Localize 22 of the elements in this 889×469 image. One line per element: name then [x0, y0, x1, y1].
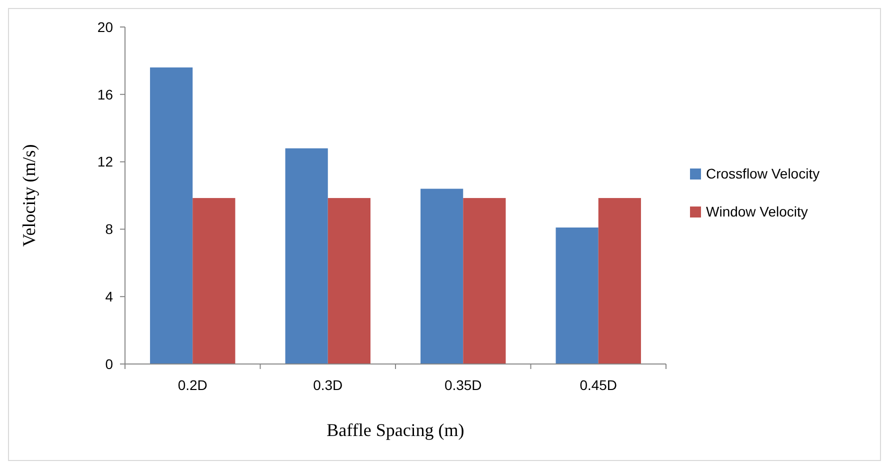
- bar: [328, 198, 370, 364]
- y-tick-label: 8: [105, 221, 114, 238]
- x-tick-label: 0.3D: [313, 377, 343, 393]
- bar: [150, 67, 193, 364]
- bar: [285, 148, 328, 364]
- legend-label: Window Velocity: [706, 203, 808, 220]
- x-tick-label: 0.45D: [580, 377, 618, 393]
- y-axis-title: Velocity (m/s): [19, 144, 39, 247]
- bar: [556, 228, 598, 364]
- bar: [192, 198, 236, 364]
- bar: [598, 198, 641, 364]
- x-tick-label: 0.35D: [444, 377, 482, 393]
- legend-label: Crossflow Velocity: [706, 165, 820, 182]
- y-tick-label: 20: [97, 18, 114, 35]
- y-tick-label: 0: [105, 356, 114, 372]
- y-tick-label: 4: [105, 288, 114, 304]
- y-tick-label: 12: [97, 154, 114, 170]
- bar: [420, 188, 464, 364]
- y-tick-label: 16: [97, 86, 114, 102]
- x-tick-label: 0.2D: [178, 377, 208, 393]
- x-axis-title: Baffle Spacing (m): [326, 420, 464, 440]
- bar: [463, 198, 506, 364]
